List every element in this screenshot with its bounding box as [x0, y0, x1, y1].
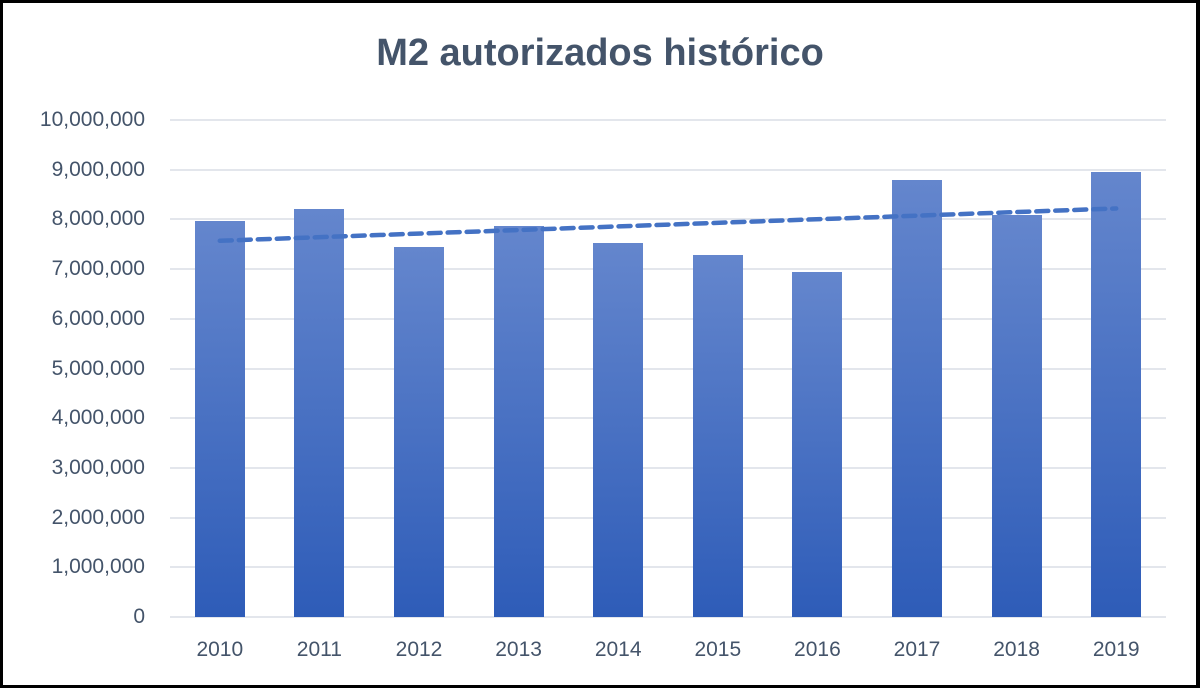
bar-2011[interactable] — [294, 209, 345, 617]
y-tick-label: 6,000,000 — [51, 306, 145, 330]
gridline — [170, 268, 1166, 271]
gridline — [170, 119, 1166, 121]
gridline — [170, 516, 1166, 519]
gridline — [170, 616, 1166, 618]
bar-2017[interactable] — [892, 180, 942, 617]
x-tick-label: 2010 — [196, 638, 244, 661]
gridline — [170, 466, 1166, 469]
bar-2010[interactable] — [194, 221, 245, 617]
gridline — [170, 168, 1166, 171]
gridline — [170, 317, 1166, 320]
x-tick-label: 2019 — [1092, 638, 1140, 661]
chart-title: M2 autorizados histórico — [376, 32, 824, 74]
y-tick-label: 8,000,000 — [51, 207, 145, 231]
x-tick-label: 2013 — [495, 638, 542, 661]
gridline — [170, 417, 1166, 420]
y-tick-label: 1,000,000 — [51, 555, 145, 579]
x-tick-label: 2016 — [794, 638, 841, 661]
x-tick-label: 2011 — [296, 638, 342, 661]
bar-2019[interactable] — [1091, 172, 1142, 617]
y-tick-label: 4,000,000 — [51, 406, 145, 430]
y-tick-label: 3,000,000 — [51, 455, 145, 479]
x-tick-label: 2015 — [694, 638, 742, 661]
y-tick-label: 7,000,000 — [51, 257, 145, 281]
x-tick-label: 2014 — [594, 638, 642, 661]
y-tick-label: 2,000,000 — [51, 505, 145, 529]
bar-2016[interactable] — [792, 272, 843, 617]
x-tick-label: 2017 — [893, 638, 941, 661]
gridline — [170, 218, 1166, 221]
gridline — [170, 367, 1166, 370]
y-tick-label: 10,000,000 — [39, 108, 145, 131]
gridline — [170, 566, 1166, 569]
bar-2015[interactable] — [692, 255, 743, 617]
bar-2018[interactable] — [991, 215, 1042, 617]
bar-2013[interactable] — [493, 226, 544, 617]
x-tick-label: 2018 — [993, 638, 1040, 661]
x-tick-label: 2012 — [395, 638, 443, 661]
bar-2014[interactable] — [593, 243, 644, 617]
bar-2012[interactable] — [394, 247, 444, 617]
y-tick-label: 9,000,000 — [51, 157, 145, 181]
y-tick-label: 5,000,000 — [51, 356, 145, 380]
y-tick-label: 0 — [133, 605, 145, 628]
